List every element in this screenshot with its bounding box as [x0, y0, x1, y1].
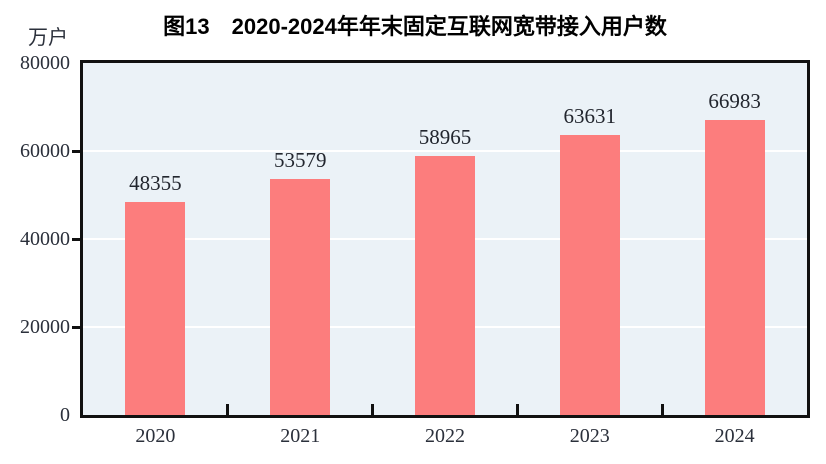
bar-value-label: 58965	[418, 124, 472, 149]
y-tick-label: 80000	[20, 52, 70, 74]
bar-value-label: 66983	[708, 89, 761, 114]
y-tick-mark	[72, 325, 80, 329]
y-axis-unit-label: 万户	[28, 27, 68, 49]
bar-value-label: 63631	[563, 104, 617, 129]
bar	[559, 135, 620, 415]
y-tick-label: 60000	[20, 140, 70, 162]
x-tick-label: 2023	[569, 425, 610, 447]
bar	[125, 202, 186, 415]
x-tick-mark	[226, 404, 230, 415]
x-tick-mark	[515, 404, 519, 415]
y-tick-label: 20000	[20, 316, 70, 338]
bar	[415, 155, 475, 415]
y-tick-mark	[72, 149, 80, 153]
plot-area	[80, 60, 810, 418]
x-tick-label: 2020	[135, 425, 176, 447]
bar	[270, 179, 331, 415]
bar-value-label: 53579	[273, 148, 327, 173]
x-tick-label: 2024	[714, 425, 755, 447]
y-tick-label: 0	[60, 404, 70, 426]
x-tick-mark	[371, 404, 375, 415]
chart-title: 图13 2020-2024年年末固定互联网宽带接入用户数	[163, 14, 667, 39]
y-tick-label: 40000	[20, 228, 70, 250]
x-tick-label: 2022	[425, 425, 465, 447]
y-tick-mark	[72, 237, 80, 241]
bar-value-label: 48355	[129, 171, 182, 196]
bar	[704, 120, 765, 415]
gridline	[83, 150, 807, 152]
x-tick-label: 2021	[280, 425, 321, 447]
x-tick-mark	[660, 404, 664, 415]
